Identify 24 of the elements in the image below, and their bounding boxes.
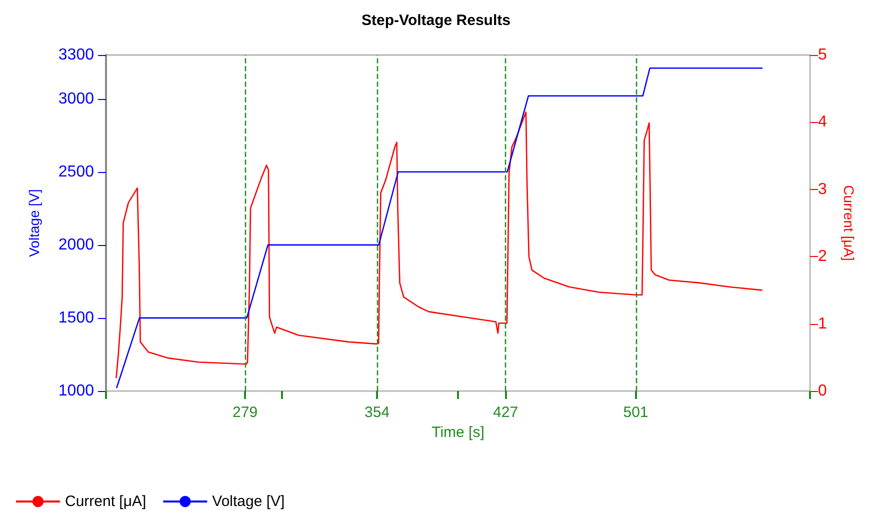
y2-tick-label: 3 xyxy=(818,180,827,198)
x-axis-title: Time [s] xyxy=(432,424,484,441)
x-tick-label: 501 xyxy=(623,404,648,421)
x-tick-label: 354 xyxy=(364,404,390,421)
line-series xyxy=(116,68,764,389)
y-tick-label: 1000 xyxy=(58,382,94,400)
x-tick-label: 279 xyxy=(232,404,258,421)
y2-tick-label: 5 xyxy=(818,46,827,64)
line-series xyxy=(116,111,763,379)
y2-tick-label: 0 xyxy=(818,382,827,400)
y-tick-label: 1500 xyxy=(58,309,94,326)
x-tick-label: 427 xyxy=(493,404,518,421)
y2-tick-label: 1 xyxy=(818,315,827,332)
y-axis-title: Voltage [V] xyxy=(26,189,42,257)
legend-label: Current [μA] xyxy=(65,493,146,510)
y2-tick-label: 2 xyxy=(818,248,827,266)
y-tick-label: 3000 xyxy=(58,90,94,108)
y2-tick-label: 4 xyxy=(818,114,827,131)
y-tick-label: 2000 xyxy=(58,236,94,254)
y2-axis-title: Current [μA] xyxy=(841,185,857,261)
y-tick-label: 3300 xyxy=(58,46,94,64)
y-tick-label: 2500 xyxy=(58,163,94,180)
chart-title: Step-Voltage Results xyxy=(362,12,510,29)
legend-label: Voltage [V] xyxy=(212,493,285,510)
